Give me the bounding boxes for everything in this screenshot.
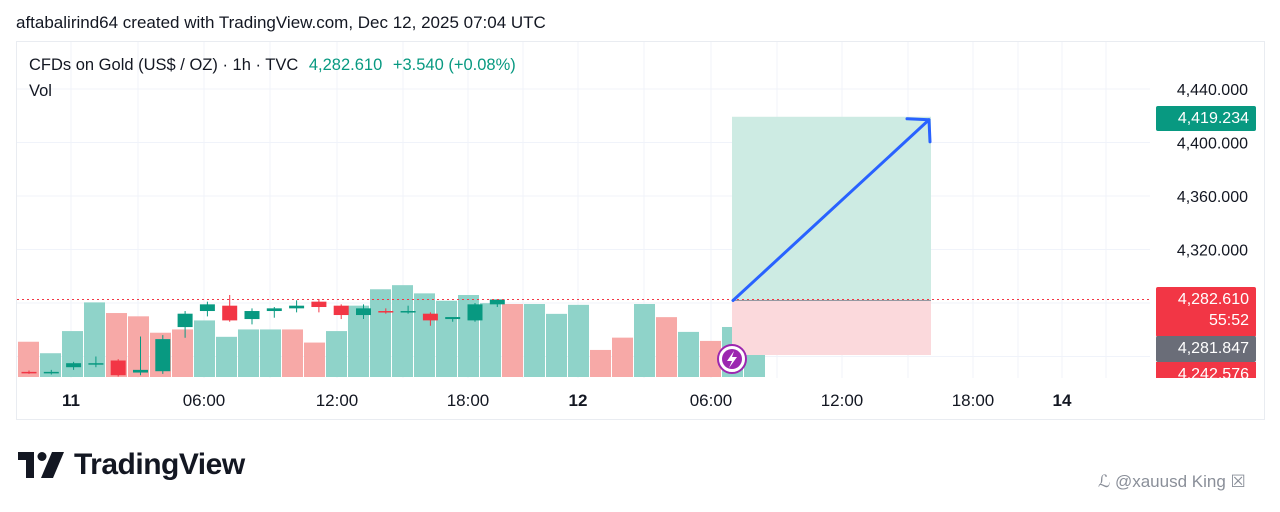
x-tick-label: 18:00 <box>447 391 490 410</box>
x-tick-label: 18:00 <box>952 391 995 410</box>
x-tick-label: 12:00 <box>316 391 359 410</box>
candle-body <box>489 299 505 305</box>
volume-bar <box>590 349 611 377</box>
last-price: 4,282.610 <box>308 56 383 74</box>
last-price-badge-text: 4,282.610 <box>1178 291 1249 308</box>
volume-bar <box>282 329 303 377</box>
symbol-legend: CFDs on Gold (US$ / OZ) · 1h · TVC 4,282… <box>29 56 516 75</box>
candle-body <box>467 304 483 321</box>
y-tick-label: 4,360.000 <box>1177 189 1248 206</box>
volume-bar <box>370 289 391 377</box>
x-tick-label: 12 <box>569 391 588 410</box>
y-tick-label: 4,440.000 <box>1177 82 1248 99</box>
volume-bar <box>238 329 259 377</box>
candle-body <box>155 339 171 372</box>
lightning-bolt <box>727 351 737 368</box>
candle-body <box>222 305 238 321</box>
candle-body <box>244 311 260 320</box>
candle-body <box>445 317 461 320</box>
entry-price-badge <box>1156 336 1256 362</box>
candle-body <box>133 369 148 373</box>
x-tick-label: 12:00 <box>821 391 864 410</box>
candle-body <box>378 311 394 313</box>
x-tick-label: 06:00 <box>690 391 733 410</box>
volume-bar <box>634 304 655 377</box>
candle-body <box>88 363 104 365</box>
candle-body <box>422 313 438 321</box>
stop-loss-zone <box>732 300 931 355</box>
volume-bar <box>700 340 721 377</box>
stop-price-badge <box>1156 362 1256 378</box>
candle-body <box>400 311 416 313</box>
volume-bar <box>656 317 677 377</box>
volume-bar <box>304 342 325 377</box>
symbol-name[interactable]: CFDs on Gold (US$ / OZ) · 1h · TVC <box>29 56 299 74</box>
candle-body <box>110 360 126 376</box>
volume-bar <box>392 285 413 377</box>
x-tick-label: 11 <box>62 391 80 410</box>
volume-label[interactable]: Vol <box>29 82 52 100</box>
candle-body <box>266 308 282 312</box>
forecast-arrow <box>731 118 931 303</box>
volume-bar <box>612 337 633 377</box>
stop-price-badge-text: 4,242.576 <box>1178 366 1249 383</box>
tradingview-logo: TradingView <box>18 448 245 482</box>
y-tick-label: 4,320.000 <box>1177 243 1248 260</box>
last-price-badge <box>1156 287 1256 337</box>
y-tick-label: 4,400.000 <box>1177 136 1248 153</box>
watermark: ℒ @xauusd King ☒ <box>1098 472 1246 491</box>
x-tick-label: 14 <box>1053 391 1072 410</box>
volume-bar <box>194 320 215 377</box>
volume-bar <box>678 331 699 377</box>
lightning-icon[interactable] <box>717 344 747 374</box>
candle-body <box>177 313 193 328</box>
volume-bar <box>216 336 237 377</box>
entry-price-badge-text: 4,281.847 <box>1178 340 1249 357</box>
volume-bar <box>172 329 193 377</box>
candle-body <box>66 363 82 368</box>
volume-bar <box>84 302 105 377</box>
forecast-arrow-head <box>905 117 932 144</box>
volume-bar <box>524 304 545 377</box>
candle-body <box>43 371 59 374</box>
volume-bar <box>62 331 83 377</box>
volume-bar <box>260 329 281 377</box>
volume-bar <box>326 331 347 377</box>
volume-bar <box>436 300 457 377</box>
volume-bar <box>348 305 369 377</box>
target-price-badge <box>1156 106 1256 131</box>
candle-body <box>21 371 37 374</box>
candle-body <box>356 308 371 316</box>
target-price-badge-text: 4,419.234 <box>1178 110 1249 127</box>
volume-bar <box>128 316 149 377</box>
candle-body <box>199 304 215 312</box>
volume-bar <box>480 303 501 377</box>
volume-bar <box>18 341 39 377</box>
candle-body <box>311 301 327 308</box>
price-change: +3.540 (+0.08%) <box>392 56 516 74</box>
tradingview-logo-icon <box>18 452 64 478</box>
volume-bar <box>40 353 61 377</box>
volume-bar <box>568 304 589 377</box>
x-tick-label: 06:00 <box>183 391 226 410</box>
volume-bar <box>414 293 435 377</box>
last-price-badge-text: 55:52 <box>1209 312 1249 329</box>
candle-body <box>289 305 305 309</box>
volume-bar <box>502 304 523 377</box>
candle-body <box>333 305 349 316</box>
chart-caption: aftabalirind64 created with TradingView.… <box>16 13 546 32</box>
brand-name: TradingView <box>74 448 245 481</box>
volume-bar <box>546 313 567 377</box>
